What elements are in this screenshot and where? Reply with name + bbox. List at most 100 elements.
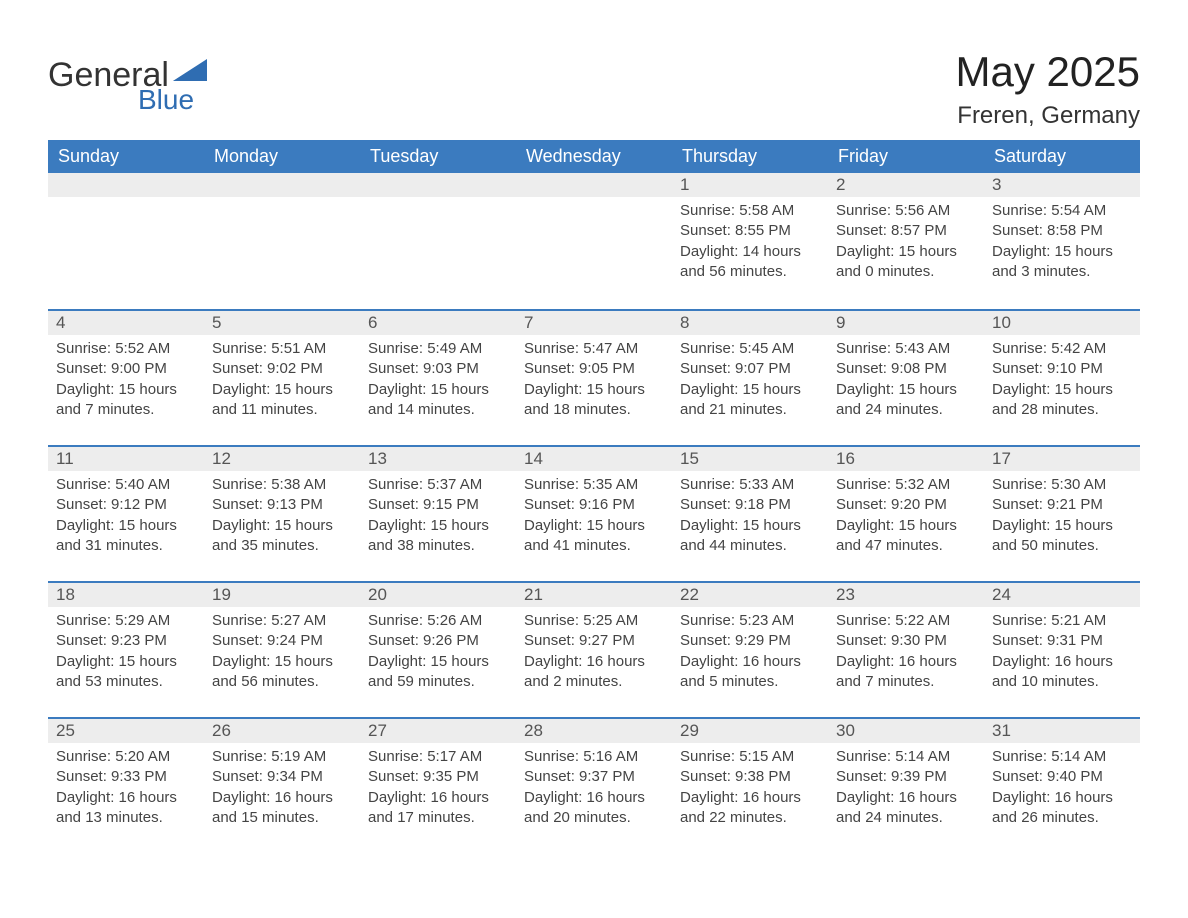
calendar-cell: 3Sunrise: 5:54 AMSunset: 8:58 PMDaylight… (984, 173, 1140, 309)
sunrise-line: Sunrise: 5:58 AM (680, 201, 820, 221)
day-details: Sunrise: 5:21 AMSunset: 9:31 PMDaylight:… (984, 607, 1140, 700)
day-details: Sunrise: 5:19 AMSunset: 9:34 PMDaylight:… (204, 743, 360, 836)
sunset-line: Sunset: 9:02 PM (212, 359, 352, 379)
location: Freren, Germany (956, 102, 1140, 130)
sunrise-line: Sunrise: 5:56 AM (836, 201, 976, 221)
sunset-line: Sunset: 9:24 PM (212, 631, 352, 651)
day-header: Sunday (48, 140, 204, 173)
day-details: Sunrise: 5:37 AMSunset: 9:15 PMDaylight:… (360, 471, 516, 564)
calendar-cell: 15Sunrise: 5:33 AMSunset: 9:18 PMDayligh… (672, 445, 828, 581)
sunrise-line: Sunrise: 5:51 AM (212, 339, 352, 359)
day-number: 20 (360, 581, 516, 607)
sunrise-line: Sunrise: 5:14 AM (836, 747, 976, 767)
calendar-cell: 4Sunrise: 5:52 AMSunset: 9:00 PMDaylight… (48, 309, 204, 445)
day-number: 29 (672, 717, 828, 743)
sunrise-line: Sunrise: 5:45 AM (680, 339, 820, 359)
sunrise-line: Sunrise: 5:54 AM (992, 201, 1132, 221)
daylight-line: Daylight: 16 hours and 7 minutes. (836, 652, 976, 693)
calendar-cell: 29Sunrise: 5:15 AMSunset: 9:38 PMDayligh… (672, 717, 828, 853)
sunset-line: Sunset: 8:58 PM (992, 221, 1132, 241)
day-header: Wednesday (516, 140, 672, 173)
sunset-line: Sunset: 8:55 PM (680, 221, 820, 241)
sunset-line: Sunset: 9:07 PM (680, 359, 820, 379)
sunrise-line: Sunrise: 5:42 AM (992, 339, 1132, 359)
day-number: 4 (48, 309, 204, 335)
calendar-week-row: 1 Sunrise: 5:58 AMSunset: 8:55 PMDaylight… (48, 173, 1140, 309)
sunrise-line: Sunrise: 5:37 AM (368, 475, 508, 495)
calendar-cell: 31Sunrise: 5:14 AMSunset: 9:40 PMDayligh… (984, 717, 1140, 853)
sunrise-line: Sunrise: 5:38 AM (212, 475, 352, 495)
sunset-line: Sunset: 9:00 PM (56, 359, 196, 379)
day-details: Sunrise: 5:14 AMSunset: 9:40 PMDaylight:… (984, 743, 1140, 836)
calendar-cell: 10Sunrise: 5:42 AMSunset: 9:10 PMDayligh… (984, 309, 1140, 445)
sunset-line: Sunset: 9:27 PM (524, 631, 664, 651)
daylight-line: Daylight: 15 hours and 56 minutes. (212, 652, 352, 693)
daylight-line: Daylight: 15 hours and 41 minutes. (524, 516, 664, 557)
day-number: 7 (516, 309, 672, 335)
day-number: 25 (48, 717, 204, 743)
day-number-empty (204, 173, 360, 197)
calendar-cell: 5Sunrise: 5:51 AMSunset: 9:02 PMDaylight… (204, 309, 360, 445)
daylight-line: Daylight: 15 hours and 11 minutes. (212, 380, 352, 421)
day-number-empty (48, 173, 204, 197)
sunset-line: Sunset: 9:33 PM (56, 767, 196, 787)
sunset-line: Sunset: 9:05 PM (524, 359, 664, 379)
calendar-week-row: 18Sunrise: 5:29 AMSunset: 9:23 PMDayligh… (48, 581, 1140, 717)
sunrise-line: Sunrise: 5:26 AM (368, 611, 508, 631)
day-number: 22 (672, 581, 828, 607)
logo: General Blue (48, 48, 207, 114)
calendar-cell: 12Sunrise: 5:38 AMSunset: 9:13 PMDayligh… (204, 445, 360, 581)
day-number: 9 (828, 309, 984, 335)
calendar-cell: 30Sunrise: 5:14 AMSunset: 9:39 PMDayligh… (828, 717, 984, 853)
sunrise-line: Sunrise: 5:35 AM (524, 475, 664, 495)
day-header: Tuesday (360, 140, 516, 173)
sunset-line: Sunset: 9:20 PM (836, 495, 976, 515)
day-number: 3 (984, 173, 1140, 197)
day-details: Sunrise: 5:17 AMSunset: 9:35 PMDaylight:… (360, 743, 516, 836)
sunrise-line: Sunrise: 5:52 AM (56, 339, 196, 359)
daylight-line: Daylight: 16 hours and 22 minutes. (680, 788, 820, 829)
day-details: Sunrise: 5:42 AMSunset: 9:10 PMDaylight:… (984, 335, 1140, 428)
day-number: 18 (48, 581, 204, 607)
sunrise-line: Sunrise: 5:17 AM (368, 747, 508, 767)
sunset-line: Sunset: 9:26 PM (368, 631, 508, 651)
calendar-cell: 14Sunrise: 5:35 AMSunset: 9:16 PMDayligh… (516, 445, 672, 581)
day-details: Sunrise: 5:16 AMSunset: 9:37 PMDaylight:… (516, 743, 672, 836)
sunset-line: Sunset: 9:08 PM (836, 359, 976, 379)
sunrise-line: Sunrise: 5:29 AM (56, 611, 196, 631)
logo-word2: Blue (138, 86, 207, 114)
daylight-line: Daylight: 15 hours and 38 minutes. (368, 516, 508, 557)
day-number: 16 (828, 445, 984, 471)
daylight-line: Daylight: 16 hours and 20 minutes. (524, 788, 664, 829)
day-number: 12 (204, 445, 360, 471)
sunrise-line: Sunrise: 5:25 AM (524, 611, 664, 631)
daylight-line: Daylight: 14 hours and 56 minutes. (680, 242, 820, 283)
day-details: Sunrise: 5:25 AMSunset: 9:27 PMDaylight:… (516, 607, 672, 700)
day-number: 1 (672, 173, 828, 197)
day-number: 19 (204, 581, 360, 607)
sunrise-line: Sunrise: 5:47 AM (524, 339, 664, 359)
sunset-line: Sunset: 9:35 PM (368, 767, 508, 787)
day-details: Sunrise: 5:38 AMSunset: 9:13 PMDaylight:… (204, 471, 360, 564)
sunrise-line: Sunrise: 5:33 AM (680, 475, 820, 495)
day-details: Sunrise: 5:32 AMSunset: 9:20 PMDaylight:… (828, 471, 984, 564)
sunset-line: Sunset: 9:30 PM (836, 631, 976, 651)
daylight-line: Daylight: 16 hours and 2 minutes. (524, 652, 664, 693)
day-number: 13 (360, 445, 516, 471)
calendar-cell: 18Sunrise: 5:29 AMSunset: 9:23 PMDayligh… (48, 581, 204, 717)
daylight-line: Daylight: 16 hours and 5 minutes. (680, 652, 820, 693)
daylight-line: Daylight: 16 hours and 13 minutes. (56, 788, 196, 829)
day-number: 26 (204, 717, 360, 743)
day-header: Friday (828, 140, 984, 173)
sunset-line: Sunset: 9:23 PM (56, 631, 196, 651)
sunset-line: Sunset: 9:10 PM (992, 359, 1132, 379)
sunset-line: Sunset: 9:13 PM (212, 495, 352, 515)
day-number: 27 (360, 717, 516, 743)
calendar-cell: 27Sunrise: 5:17 AMSunset: 9:35 PMDayligh… (360, 717, 516, 853)
day-details: Sunrise: 5:29 AMSunset: 9:23 PMDaylight:… (48, 607, 204, 700)
calendar-cell: 23Sunrise: 5:22 AMSunset: 9:30 PMDayligh… (828, 581, 984, 717)
calendar-cell: 7Sunrise: 5:47 AMSunset: 9:05 PMDaylight… (516, 309, 672, 445)
daylight-line: Daylight: 15 hours and 44 minutes. (680, 516, 820, 557)
calendar-cell: 20Sunrise: 5:26 AMSunset: 9:26 PMDayligh… (360, 581, 516, 717)
sunrise-line: Sunrise: 5:14 AM (992, 747, 1132, 767)
